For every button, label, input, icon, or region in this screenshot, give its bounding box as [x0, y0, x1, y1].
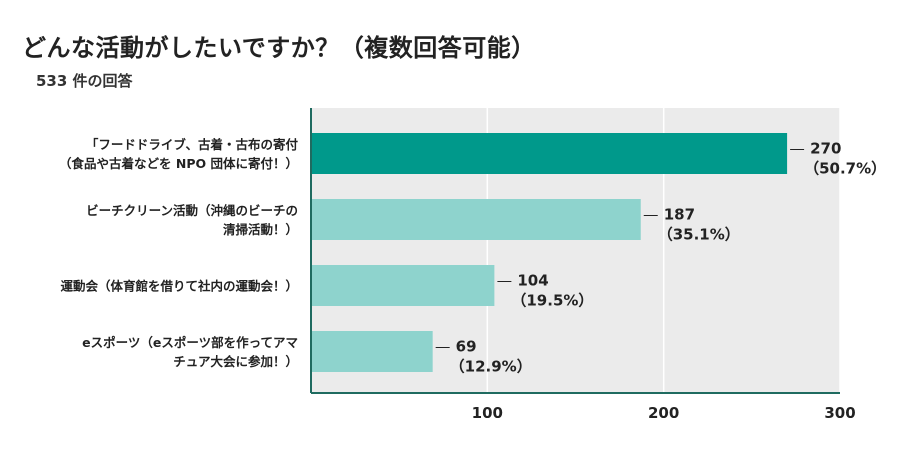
chart-title: どんな活動がしたいですか？（複数回答可能） — [22, 34, 536, 62]
category-label: 「フードドライブ、古着・古布の寄付 — [86, 137, 299, 152]
percent-label: （19.5%） — [511, 292, 593, 310]
response-count: 533 件の回答 — [36, 72, 133, 90]
x-tick-label: 200 — [648, 404, 679, 422]
category-label: ビーチクリーン活動（沖縄のビーチの — [86, 203, 298, 218]
category-label: 運動会（体育館を借りて社内の運動会！） — [60, 279, 298, 294]
percent-label: （35.1%） — [658, 226, 740, 244]
category-label: eスポーツ（eスポーツ部を作ってアマ — [82, 335, 298, 350]
category-label: 清掃活動！） — [223, 222, 298, 237]
bar-3 — [311, 265, 495, 306]
value-label: 104 — [517, 272, 548, 290]
x-tick-label: 300 — [824, 404, 855, 422]
percent-label: （12.9%） — [450, 358, 532, 376]
value-label: 69 — [456, 338, 477, 356]
category-label: （食品や古着などを NPO 団体に寄付！） — [59, 156, 298, 171]
value-label: 187 — [664, 206, 695, 224]
bar-1 — [311, 133, 788, 174]
bar-4 — [311, 331, 433, 372]
x-tick-label: 100 — [472, 404, 503, 422]
percent-label: （50.7%） — [804, 160, 886, 178]
value-label: 270 — [810, 140, 841, 158]
bar-2 — [311, 199, 641, 240]
category-label: チュア大会に参加！） — [173, 354, 298, 369]
